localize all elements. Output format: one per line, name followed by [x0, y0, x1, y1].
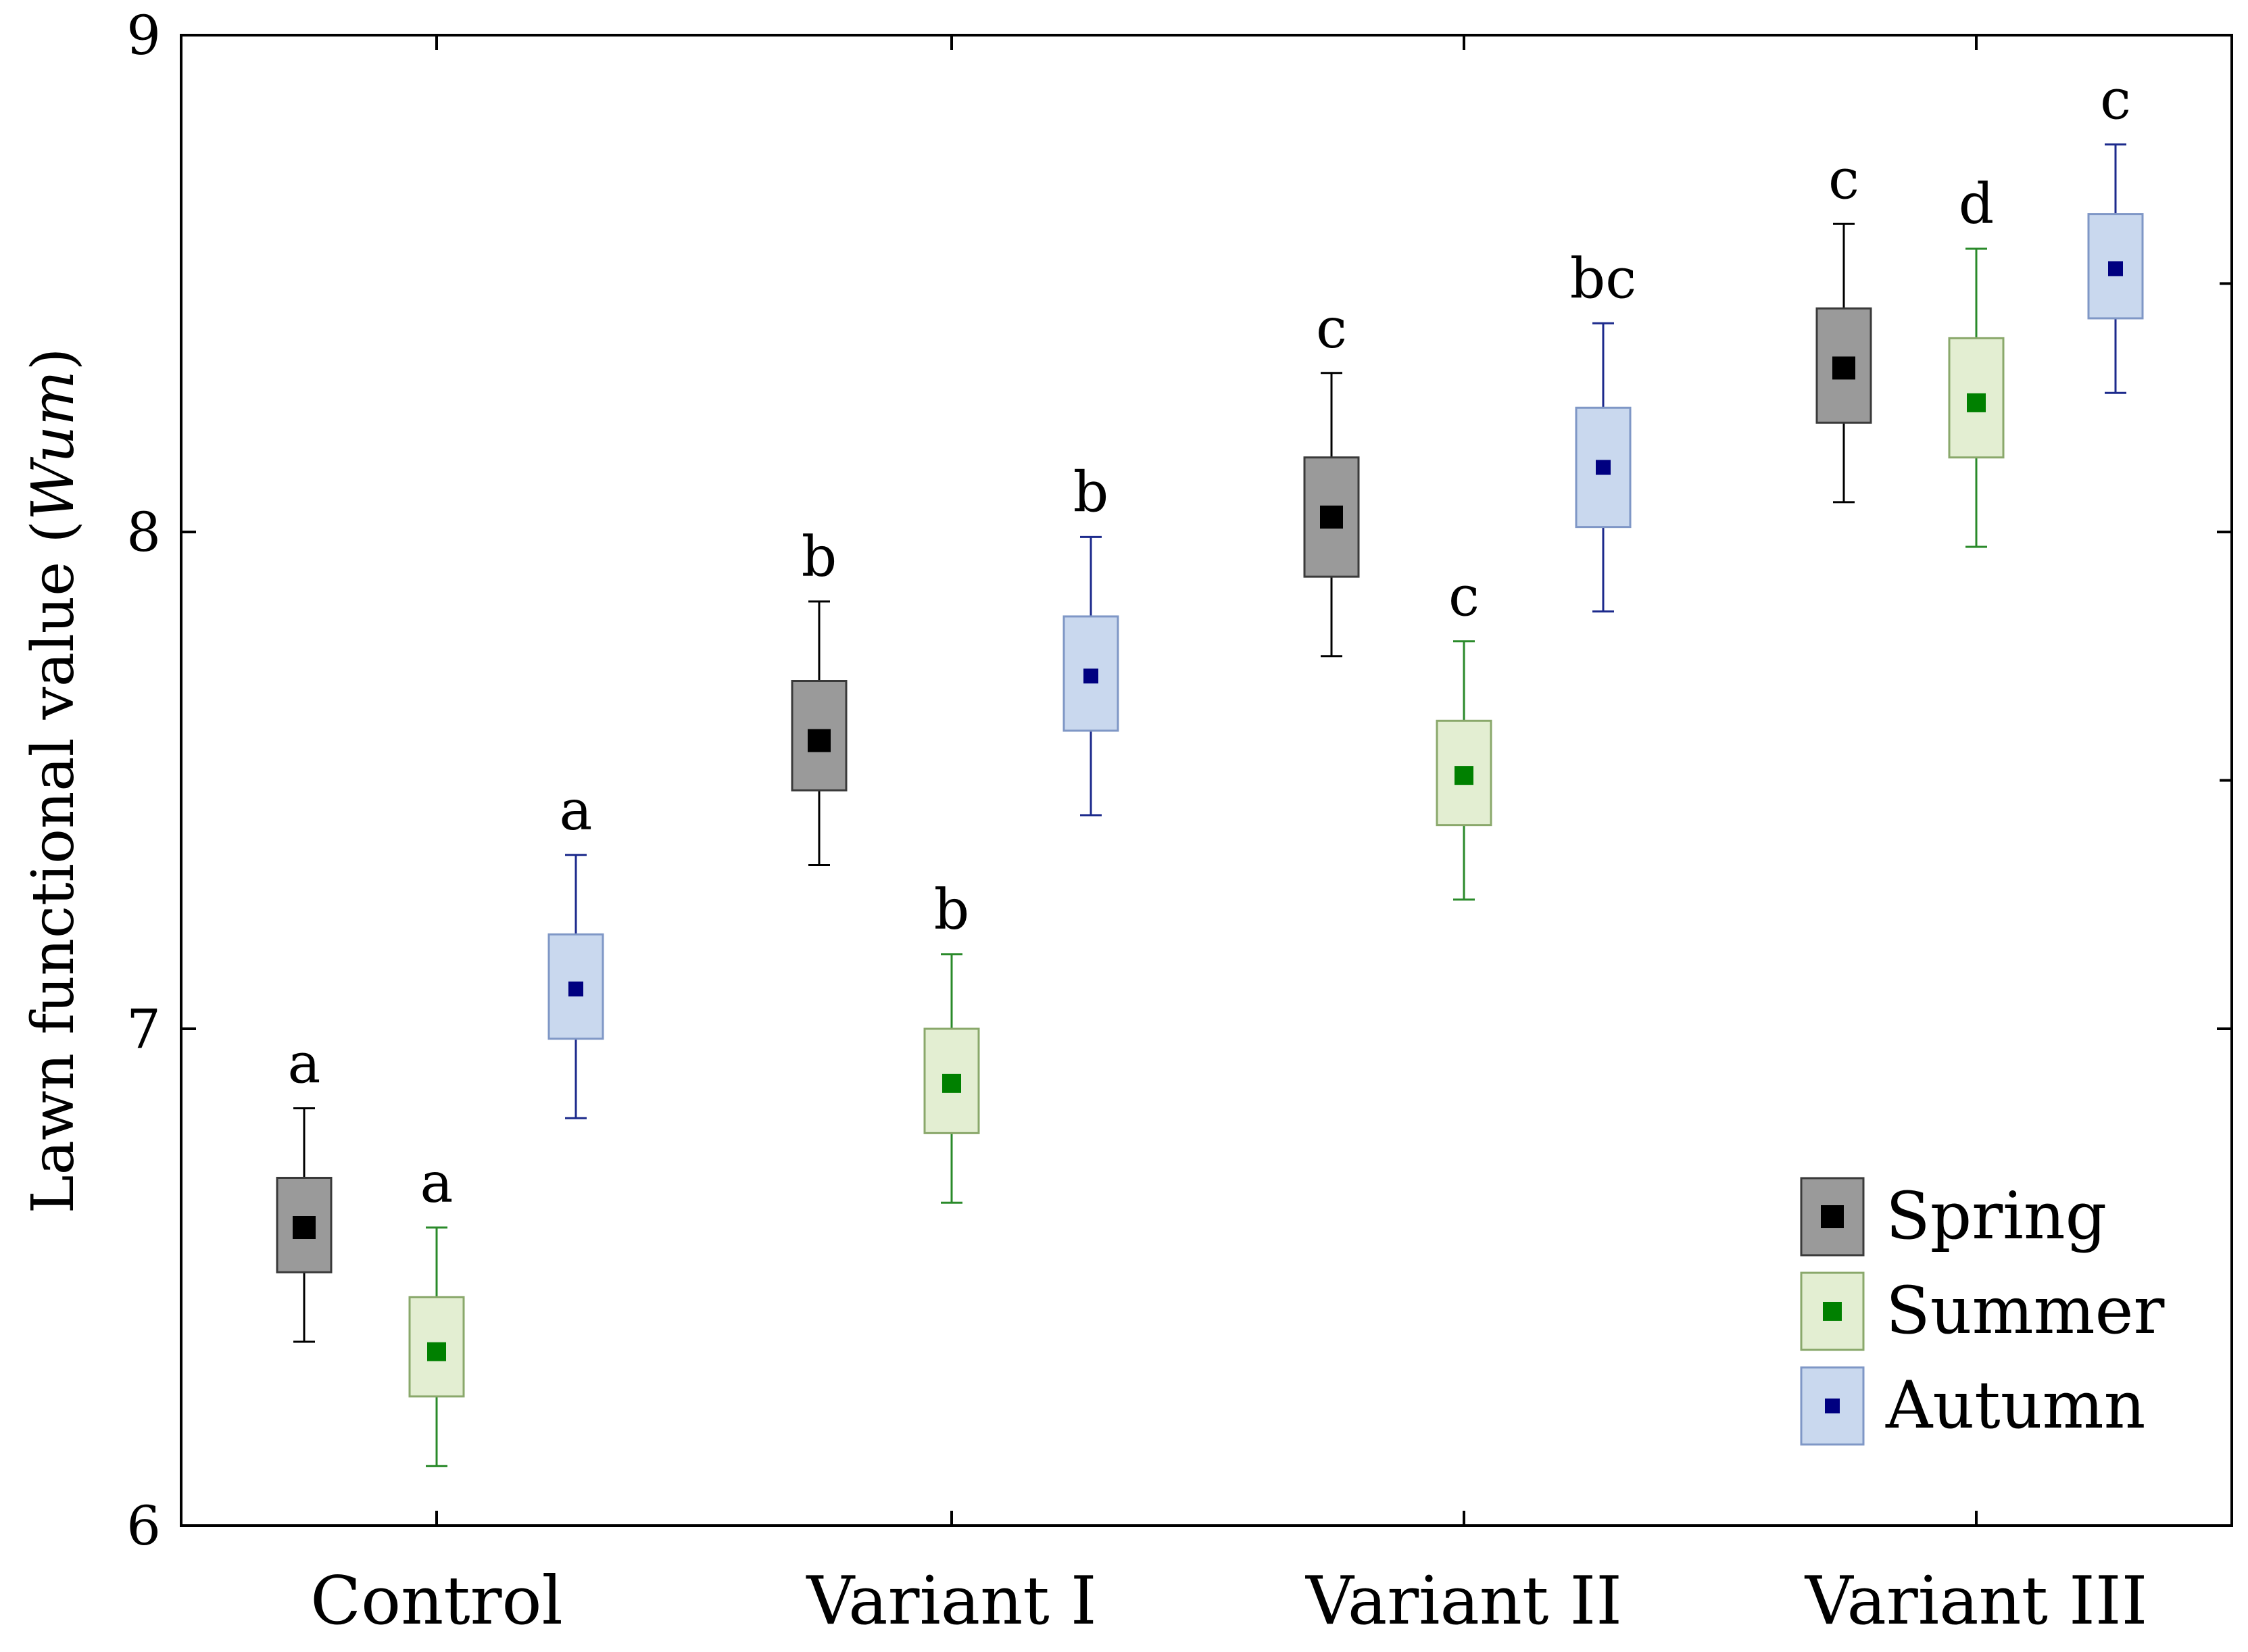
- y-tick-label: 6: [126, 1495, 161, 1557]
- mean-marker: [427, 1342, 446, 1361]
- x-category-label: Variant III: [1805, 1563, 2148, 1640]
- box-group-autumn: b: [1062, 460, 1119, 817]
- x-category-label: Variant I: [806, 1563, 1096, 1640]
- axes: 6 7 8 9 Control Variant I Variant II Variant II…: [126, 4, 2232, 1640]
- legend-label: Spring: [1886, 1178, 2107, 1254]
- significance-letter: c: [1828, 147, 1859, 212]
- mean-marker: [1832, 356, 1855, 380]
- legend-marker: [1821, 1205, 1844, 1228]
- significance-letter: b: [934, 878, 970, 942]
- box-group-autumn: a: [547, 779, 604, 1119]
- y-axis-label-close: ): [20, 348, 87, 371]
- box-group-spring: a: [276, 1032, 333, 1343]
- box-group-spring: c: [1303, 297, 1360, 658]
- legend-label: Autumn: [1885, 1367, 2145, 1443]
- significance-letter: d: [1959, 172, 1995, 237]
- mean-marker: [808, 729, 831, 752]
- mean-marker: [1455, 766, 1473, 785]
- box-group-spring: b: [791, 525, 848, 866]
- box: [923, 1027, 980, 1134]
- mean-marker: [1967, 393, 1986, 412]
- y-tick-label: 7: [126, 998, 161, 1061]
- y-axis-label: Lawn functional value (Wum): [20, 348, 87, 1214]
- legend-item-spring: Spring: [1800, 1177, 2107, 1257]
- significance-letter: a: [288, 1032, 321, 1096]
- box-group-summer: d: [1948, 172, 2005, 548]
- box-group-autumn: bc: [1570, 247, 1636, 613]
- legend-item-autumn: Autumn: [1800, 1366, 2145, 1446]
- x-category-label: Control: [310, 1563, 563, 1640]
- x-category-label: Variant II: [1305, 1563, 1622, 1640]
- box-group-summer: a: [408, 1151, 465, 1467]
- box-group-autumn: c: [2087, 68, 2144, 394]
- y-tick-label: 9: [126, 4, 161, 67]
- mean-marker: [293, 1216, 316, 1239]
- box-group-spring: c: [1815, 147, 1872, 504]
- mean-marker: [1320, 505, 1343, 529]
- significance-letter: c: [1448, 565, 1480, 629]
- box-group-summer: c: [1436, 565, 1492, 901]
- legend-marker: [1825, 1399, 1840, 1413]
- legend-item-summer: Summer: [1800, 1271, 2164, 1351]
- y-axis-label-unit: Wum: [20, 370, 87, 520]
- mean-marker: [942, 1073, 961, 1093]
- legend-marker: [1823, 1302, 1842, 1321]
- mean-marker: [1083, 669, 1098, 684]
- significance-letter: b: [802, 525, 837, 589]
- box: [1575, 406, 1632, 529]
- significance-letter: c: [2100, 68, 2131, 132]
- mean-marker: [568, 981, 583, 997]
- y-tick-label: 8: [126, 501, 161, 564]
- box: [1303, 456, 1360, 578]
- legend-label: Summer: [1886, 1273, 2164, 1349]
- mean-marker: [2108, 261, 2123, 276]
- mean-marker: [1596, 460, 1611, 475]
- significance-letter: b: [1073, 460, 1109, 525]
- box: [2087, 213, 2144, 320]
- significance-letter: bc: [1570, 247, 1636, 311]
- significance-letter: a: [560, 779, 593, 843]
- significance-letter: a: [420, 1151, 454, 1215]
- legend: Spring Summer Autumn: [1800, 1177, 2164, 1446]
- box-group-summer: b: [923, 878, 980, 1204]
- box: [276, 1177, 333, 1273]
- significance-letter: c: [1316, 297, 1347, 361]
- y-axis-label-text: Lawn functional value (: [20, 520, 87, 1213]
